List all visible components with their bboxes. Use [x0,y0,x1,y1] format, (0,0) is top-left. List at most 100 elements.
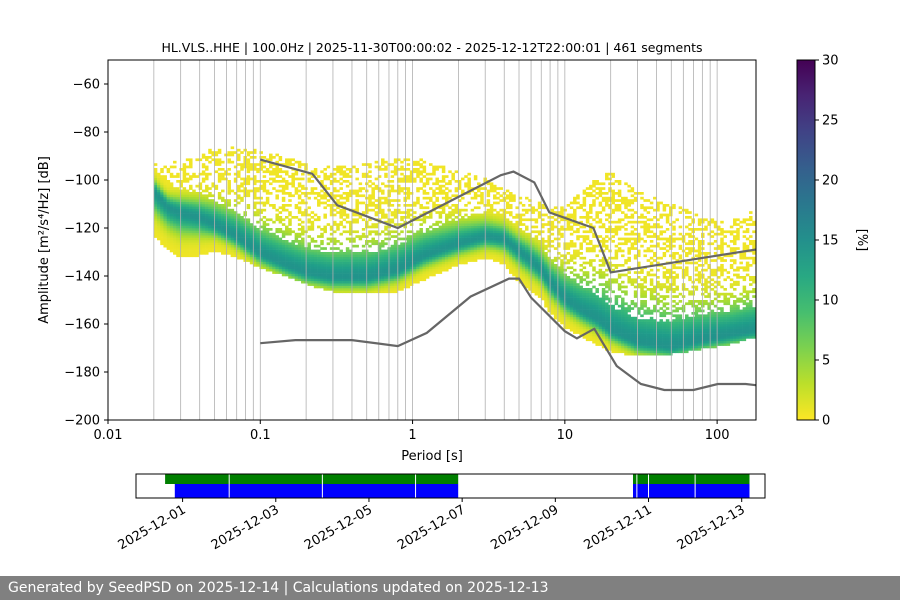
heatmap-cell [630,194,635,198]
heatmap-cell [627,220,631,224]
heatmap-cell [435,249,439,253]
heatmap-cell [464,254,468,258]
heatmap-cell [528,268,532,272]
heatmap-cell [422,271,427,274]
heatmap-cell [470,244,475,248]
heatmap-cell [342,264,347,267]
heatmap-cell [307,268,311,272]
heatmap-cell [409,276,414,279]
heatmap-cell [419,223,423,226]
heatmap-cell [278,206,283,210]
heatmap-cell [544,300,548,303]
heatmap-cell [493,228,497,231]
heatmap-cell [576,304,580,308]
heatmap-cell [384,278,388,282]
heatmap-cell [198,211,203,214]
heatmap-cell [611,189,615,193]
heatmap-cell [422,240,427,243]
heatmap-cell [451,232,455,236]
heatmap-cell [496,254,500,258]
heatmap-cell [153,189,158,193]
heatmap-cell [518,196,523,200]
heatmap-cell [211,216,215,219]
heatmap-cell [361,232,366,236]
heatmap-cell [432,271,436,274]
heatmap-cell [361,254,366,258]
heatmap-cell [192,240,196,243]
heatmap-cell [377,187,382,190]
heatmap-cell [515,220,519,224]
heatmap-cell [544,223,548,226]
heatmap-cell [333,261,337,265]
heatmap-cell [361,259,366,262]
heatmap-cell [416,196,420,200]
heatmap-cell [406,252,411,255]
heatmap-cell [518,252,523,255]
heatmap-cell [425,268,430,272]
heatmap-cell [217,242,222,246]
heatmap-cell [166,237,171,241]
heatmap-cell [153,206,158,210]
heatmap-cell [374,199,379,202]
heatmap-cell [608,225,612,229]
heatmap-cell [297,268,302,272]
heatmap-cell [285,259,289,262]
heatmap-cell [355,271,359,274]
heatmap-cell [451,247,455,250]
heatmap-cell [281,208,286,212]
heatmap-cell [339,266,343,270]
heatmap-cell [496,244,500,248]
heatmap-cell [534,288,539,291]
heatmap-cell [557,309,561,313]
heatmap-cell [569,326,574,330]
heatmap-cell [598,240,603,243]
heatmap-cell [275,271,279,274]
heatmap-cell [176,249,180,253]
heatmap-cell [294,192,299,195]
heatmap-cell [550,220,555,224]
heatmap-cell [294,232,299,236]
heatmap-cell [406,247,411,250]
heatmap-cell [381,261,385,265]
heatmap-cell [355,261,359,265]
heatmap-cell [307,249,311,253]
heatmap-cell [153,177,158,181]
heatmap-cell [211,232,215,236]
heatmap-cell [301,237,305,241]
heatmap-cell [557,242,561,246]
heatmap-cell [480,252,484,255]
heatmap-cell [605,331,609,334]
heatmap-cell [371,201,375,205]
heatmap-cell [566,261,571,265]
heatmap-cell [633,292,638,296]
heatmap-cell [403,259,407,262]
heatmap-cell [403,247,407,250]
heatmap-cell [419,259,423,262]
heatmap-cell [537,266,542,270]
heatmap-cell [323,194,327,198]
heatmap-cell [560,254,564,258]
heatmap-cell [534,252,539,255]
heatmap-cell [441,189,446,193]
heatmap-cell [256,254,260,258]
heatmap-cell [416,259,420,262]
heatmap-cell [627,328,631,332]
heatmap-cell [557,256,561,260]
heatmap-cell [621,326,625,330]
heatmap-cell [489,208,494,212]
heatmap-cell [441,268,446,272]
heatmap-cell [221,216,225,219]
heatmap-cell [493,196,497,200]
heatmap-cell [355,273,359,277]
heatmap-cell [422,256,427,260]
heatmap-cell [185,254,190,258]
heatmap-cell [643,312,647,315]
heatmap-cell [432,192,436,195]
heatmap-cell [611,314,615,318]
heatmap-cell [486,244,491,248]
heatmap-cell [589,292,593,296]
heatmap-cell [160,208,164,212]
heatmap-cell [569,321,574,325]
heatmap-cell [342,218,347,222]
heatmap-cell [573,297,577,301]
